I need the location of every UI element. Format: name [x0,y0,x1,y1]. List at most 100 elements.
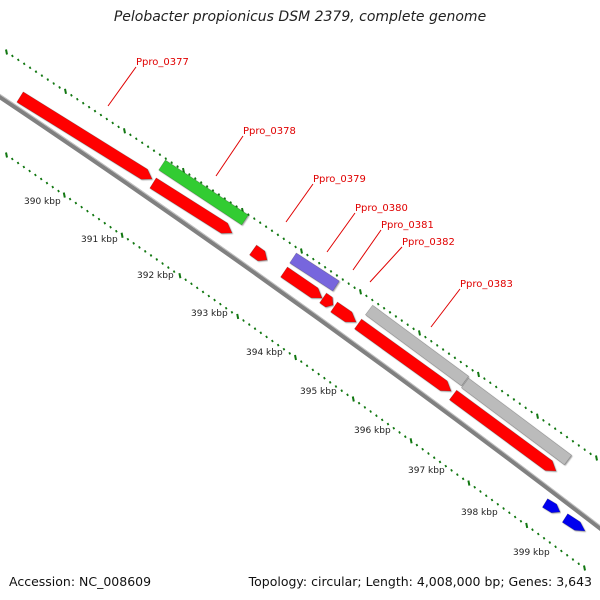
outer-minor-tick [341,278,345,281]
outer-minor-tick [247,213,250,217]
gene-label-ppro-0380[interactable]: Ppro_0380 [355,203,408,214]
inner-minor-tick [484,494,488,498]
inner-minor-tick [508,511,511,515]
outer-minor-tick [400,319,404,322]
inner-minor-tick [542,536,546,540]
inner-minor-tick [357,401,361,405]
inner-major-tick [236,313,240,320]
inner-minor-tick [34,173,37,177]
outer-minor-tick [28,66,32,70]
outer-minor-tick [465,364,469,368]
inner-minor-tick [86,209,89,213]
inner-minor-tick [398,431,401,434]
inner-minor-tick [103,221,107,225]
inner-minor-tick [161,262,164,265]
gene-label-ppro-0382[interactable]: Ppro_0382 [402,237,455,248]
inner-minor-tick [22,165,26,169]
inner-minor-tick [288,351,292,355]
inner-minor-tick [10,157,14,161]
gene-label-ppro-0377[interactable]: Ppro_0377 [136,57,189,68]
outer-minor-tick [294,245,297,249]
outer-minor-tick [205,185,209,188]
inner-minor-tick [28,169,31,173]
outer-minor-tick [282,237,286,241]
outer-minor-tick [524,406,528,410]
inner-minor-tick [565,553,569,557]
outer-minor-tick [217,193,221,196]
outer-minor-tick [589,452,592,456]
cds-arrow-ppro-0377 [16,91,153,180]
gene-label-ppro-0378[interactable]: Ppro_0378 [243,126,296,137]
inner-minor-tick [230,310,234,314]
outer-minor-tick [553,427,557,431]
cds-arrow-ppro-0382 [330,301,357,323]
inner-minor-tick [224,306,228,310]
cds-arrow-ppro-0383 [354,318,452,392]
outer-minor-tick [329,269,333,273]
outer-minor-tick [424,335,427,339]
inner-major-tick [120,232,124,238]
outer-minor-tick [288,241,292,245]
inner-minor-tick [404,435,407,439]
inner-minor-tick [380,418,384,422]
inner-minor-tick [97,217,101,221]
outer-major-tick [359,289,362,295]
outer-major-tick [5,49,8,55]
outer-minor-tick [382,306,386,310]
leader-line-ppro-0381 [352,229,382,271]
inner-minor-tick [560,549,563,553]
inner-minor-tick [311,368,315,372]
outer-minor-tick [170,161,174,165]
inner-minor-tick [554,545,557,549]
outer-minor-tick [176,165,179,168]
outer-minor-tick [211,189,215,192]
inner-minor-tick [456,473,459,476]
cds-arrow-ppro-0380 [280,266,323,299]
gene-callouts: Ppro_0377 Ppro_0378 Ppro_0379 Ppro_0380 Ppro… [107,57,513,328]
inner-minor-tick [548,541,552,544]
outer-minor-tick [158,153,162,157]
rna-bar [158,159,249,226]
gene-label-ppro-0383[interactable]: Ppro_0383 [460,279,513,290]
gene-label-ppro-0379[interactable]: Ppro_0379 [313,174,366,185]
inner-minor-tick [375,414,378,418]
scale-label-397-kbp: 397 kbp [408,466,445,476]
outer-minor-tick [146,145,150,149]
inner-minor-tick [201,290,205,294]
inner-minor-tick [45,181,49,185]
inner-minor-tick [369,410,372,413]
inner-minor-tick [74,201,78,205]
gene-label-ppro-0381[interactable]: Ppro_0381 [381,220,434,231]
inner-minor-tick [172,270,176,274]
inner-minor-tick [57,189,60,193]
inner-major-tick [467,480,471,486]
inner-major-tick [294,354,297,361]
inner-minor-tick [167,266,170,269]
outer-minor-tick [40,74,44,78]
scale-label-394-kbp: 394 kbp [246,348,283,358]
accession-text: Accession: NC_008609 [9,574,152,589]
outer-minor-tick [429,339,433,343]
outer-minor-tick [459,360,463,364]
outer-minor-tick [530,410,533,414]
feature-track [16,91,586,532]
outer-minor-tick [276,233,280,237]
inner-minor-tick [450,468,453,472]
outer-major-tick [418,330,421,336]
cds-arrow-ppro-0378 [149,177,233,234]
inner-minor-tick [132,241,135,245]
gray-feature-bar-2 [460,377,573,466]
outer-minor-tick [252,217,256,221]
scale-label-396-kbp: 396 kbp [354,426,391,436]
outer-minor-tick [583,448,587,452]
inner-minor-tick [340,389,344,393]
outer-minor-tick [547,423,551,426]
inner-minor-tick [479,490,482,493]
outer-minor-tick [471,368,474,372]
cds-arrow-ppro-0381 [319,292,334,308]
inner-minor-tick [138,245,141,249]
inner-major-tick [178,272,182,279]
inner-tick-ruler [5,152,586,571]
inner-minor-tick [155,258,159,261]
